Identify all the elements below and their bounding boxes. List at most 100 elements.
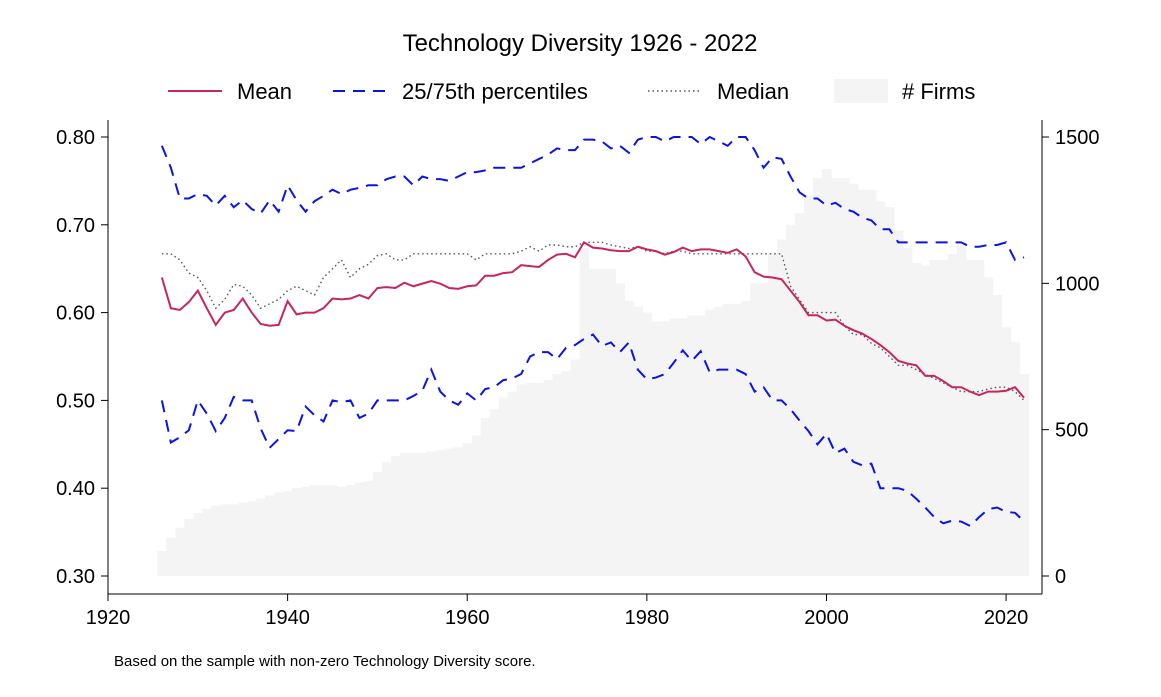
firms-bar-1971 — [561, 371, 572, 576]
firms-bar-1967 — [525, 382, 536, 576]
firms-bar-2009 — [902, 248, 913, 576]
firms-bar-1956 — [426, 451, 437, 576]
firms-bar-2003 — [848, 183, 859, 576]
firms-bar-1966 — [516, 384, 527, 576]
x-tick-label-5: 2020 — [984, 607, 1029, 629]
firms-bar-1926 — [157, 551, 167, 576]
y-tick-label-5: 0.80 — [56, 127, 95, 149]
firms-bar-1996 — [786, 224, 796, 577]
y-tick-label-0: 0.30 — [56, 566, 95, 588]
firms-bar-1942 — [301, 486, 311, 576]
firms-bar-1977 — [615, 283, 625, 576]
firms-bar-1932 — [211, 505, 221, 576]
x-tick-label-0: 1920 — [86, 607, 131, 629]
firms-bar-1955 — [417, 453, 428, 576]
firms-bar-1944 — [319, 485, 329, 576]
firms-bar-1934 — [229, 504, 239, 576]
legend-mean-label: Mean — [237, 79, 292, 104]
y-tick-label-3: 0.60 — [56, 303, 95, 325]
firms-bar-1987 — [705, 309, 715, 576]
firms-bar-1957 — [435, 450, 446, 576]
firms-bar-1935 — [238, 502, 248, 576]
firms-bar-1960 — [462, 442, 473, 576]
firms-bar-1948 — [354, 482, 365, 576]
firms-bar-2016 — [965, 259, 976, 576]
y2-tick-label-2: 1000 — [1055, 273, 1100, 295]
firms-bar-1963 — [489, 409, 500, 576]
firms-bar-2013 — [938, 259, 949, 576]
firms-bar-1946 — [337, 486, 347, 576]
firms-bar-2019 — [992, 295, 1003, 576]
legend-firms-label: # Firms — [902, 79, 975, 104]
legend: Mean 25/75th percentiles Median # Firms — [168, 79, 975, 104]
firms-bar-1947 — [345, 485, 356, 576]
firms-bar-2012 — [929, 259, 940, 576]
x-tick-label-3: 1980 — [625, 607, 670, 629]
legend-firms-swatch — [834, 79, 888, 103]
x-tick-label-2: 1960 — [445, 607, 490, 629]
firms-bar-2022 — [1019, 374, 1030, 576]
firms-bar-1999 — [812, 177, 823, 576]
chart-title: Technology Diversity 1926 - 2022 — [403, 30, 758, 57]
firms-bar-1986 — [696, 315, 706, 576]
firms-bar-1982 — [660, 321, 670, 576]
firms-bar-1931 — [202, 508, 212, 576]
firms-bar-1973 — [579, 248, 590, 576]
firms-bar-2014 — [947, 254, 958, 576]
firms-bar-1933 — [220, 504, 230, 576]
firms-bar-2001 — [830, 177, 841, 576]
firms-bar-2018 — [983, 277, 994, 576]
firms-bar-1974 — [588, 268, 599, 576]
firms-bar-2015 — [956, 245, 967, 577]
firms-bar-2000 — [821, 169, 832, 576]
p25-line — [160, 333, 1025, 528]
firms-bar-1965 — [507, 391, 518, 576]
firms-bar-2008 — [893, 230, 904, 576]
firms-bar-1954 — [408, 453, 419, 576]
legend-median-label: Median — [717, 79, 789, 104]
firms-bar-1940 — [283, 491, 293, 576]
firms-bar-1993 — [759, 283, 769, 576]
firms-bar-1929 — [184, 518, 194, 576]
firms-bar-1958 — [444, 448, 455, 576]
firms-bar-1950 — [372, 472, 383, 576]
firms-bar-1994 — [768, 254, 778, 576]
firms-bar-1964 — [498, 397, 509, 576]
firms-bar-1997 — [795, 213, 805, 576]
firms-bar-1939 — [274, 492, 284, 576]
firms-bar-1968 — [534, 382, 545, 576]
firms-bar-2007 — [884, 207, 895, 577]
firms-bar-1938 — [265, 495, 275, 576]
y2-tick-label-0: 0 — [1055, 566, 1066, 588]
firms-bar-1984 — [678, 318, 688, 576]
plot-area — [157, 135, 1030, 577]
legend-percentiles-label: 25/75th percentiles — [402, 79, 588, 104]
firms-bar-2002 — [839, 177, 850, 576]
firms-bar-1992 — [750, 283, 760, 576]
firms-bar-1930 — [193, 513, 203, 576]
firms-bar-1988 — [714, 306, 724, 576]
firms-bar-1975 — [597, 268, 608, 576]
y-tick-label-4: 0.70 — [56, 215, 95, 237]
firms-bar-1928 — [175, 527, 185, 576]
firms-bar-1943 — [310, 485, 320, 576]
x-tick-label-4: 2000 — [804, 607, 849, 629]
firms-bar-1941 — [292, 488, 302, 576]
y-tick-label-1: 0.40 — [56, 478, 95, 500]
p75-line — [160, 135, 1025, 262]
firms-bar-1927 — [166, 537, 176, 576]
axes: 0.30 0.40 0.50 0.60 0.70 0.80 0 500 1000 1500 1920… — [56, 120, 1100, 629]
y-tick-label-2: 0.50 — [56, 390, 95, 412]
firms-bar-1970 — [552, 374, 563, 576]
firms-bar-1991 — [741, 300, 751, 576]
x-tick-label-1: 1940 — [265, 607, 310, 629]
firms-bar-1978 — [624, 300, 634, 576]
firms-bar-2005 — [866, 189, 877, 576]
y2-tick-label-3: 1500 — [1055, 127, 1100, 149]
firms-bar-1990 — [732, 303, 742, 576]
firms-bar-1949 — [363, 480, 374, 576]
firms-bar-2010 — [911, 262, 922, 576]
firms-bar-1969 — [543, 379, 554, 576]
firms-bar-1972 — [570, 359, 581, 576]
firms-bar-1979 — [633, 306, 643, 576]
